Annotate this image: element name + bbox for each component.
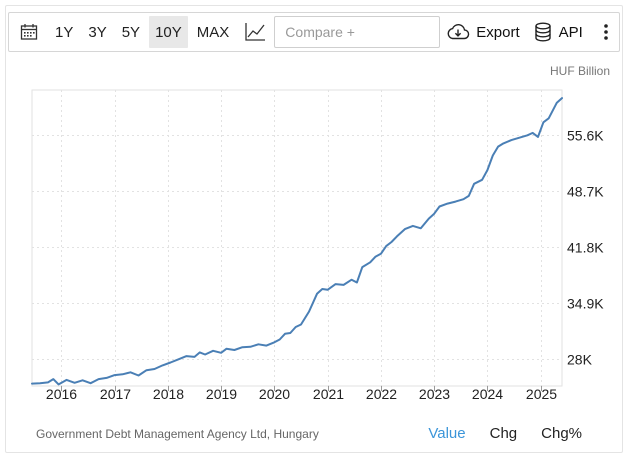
more-vertical-icon[interactable] <box>593 16 619 48</box>
x-tick-label: 2018 <box>153 386 184 402</box>
x-tick-label: 2024 <box>472 386 503 402</box>
x-tick-label: 2016 <box>46 386 77 402</box>
x-tick-label: 2020 <box>259 386 290 402</box>
compare-input[interactable] <box>274 16 441 48</box>
x-tick-label: 2019 <box>206 386 237 402</box>
export-button[interactable]: Export <box>446 16 520 48</box>
y-tick-label: 28K <box>567 352 593 368</box>
plot-area <box>31 89 563 387</box>
x-tick-label: 2021 <box>313 386 344 402</box>
tab-chg-percent[interactable]: Chg% <box>541 425 582 442</box>
y-tick-label: 34.9K <box>567 296 604 312</box>
tab-chg[interactable]: Chg <box>489 425 518 442</box>
line-chart-icon[interactable] <box>240 13 270 51</box>
y-tick-label: 41.8K <box>567 240 604 256</box>
x-tick-label: 2017 <box>100 386 131 402</box>
source-text: Government Debt Management Agency Ltd, H… <box>36 427 319 441</box>
range-10y-button[interactable]: 10Y <box>149 16 188 48</box>
x-tick-label: 2022 <box>366 386 397 402</box>
api-label: API <box>558 23 583 41</box>
range-5y-button[interactable]: 5Y <box>121 23 141 41</box>
tab-value[interactable]: Value <box>428 425 466 442</box>
unit-label: HUF Billion <box>549 64 610 78</box>
calendar-icon[interactable] <box>9 13 49 51</box>
view-tabs: Value Chg Chg% <box>404 425 582 442</box>
range-3y-button[interactable]: 3Y <box>88 23 107 41</box>
toolbar: 1Y 3Y 5Y 10Y MAX Export API <box>8 12 620 52</box>
cloud-download-icon <box>447 23 470 40</box>
series-line <box>31 97 563 386</box>
export-label: Export <box>476 23 520 41</box>
chart-frame <box>5 5 623 453</box>
range-max-button[interactable]: MAX <box>196 23 230 41</box>
y-tick-label: 48.7K <box>567 184 604 200</box>
database-icon <box>534 22 551 42</box>
x-tick-label: 2025 <box>526 386 557 402</box>
range-1y-button[interactable]: 1Y <box>55 23 74 41</box>
x-tick-label: 2023 <box>419 386 450 402</box>
api-button[interactable]: API <box>534 16 583 48</box>
y-tick-label: 55.6K <box>567 128 604 144</box>
